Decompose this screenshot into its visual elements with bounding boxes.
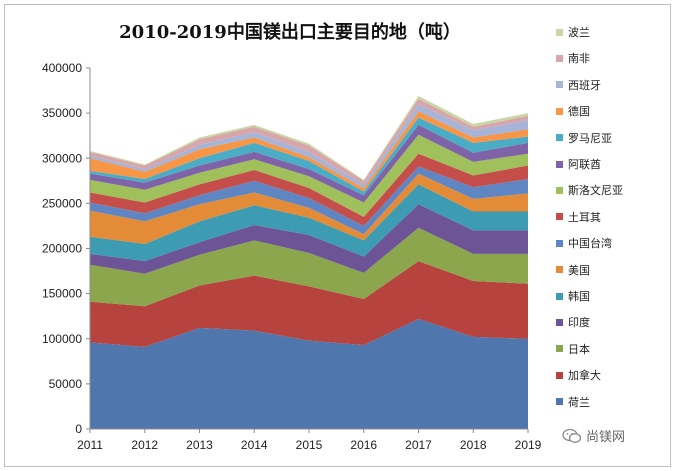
- legend-swatch: [556, 187, 563, 194]
- watermark-text: 尚镁网: [586, 426, 625, 445]
- legend-swatch: [556, 372, 563, 379]
- x-tick-label: 2013: [186, 438, 213, 452]
- x-tick-label: 2015: [296, 438, 323, 452]
- y-tick-label: 150000: [42, 287, 82, 301]
- legend-label: 加拿大: [568, 367, 601, 383]
- legend-swatch: [556, 213, 563, 220]
- legend-swatch: [556, 345, 563, 352]
- legend-item: 波兰: [556, 24, 590, 40]
- x-tick-label: 2018: [460, 438, 487, 452]
- legend-item: 土耳其: [556, 209, 601, 225]
- legend-label: 日本: [568, 341, 590, 357]
- legend-label: 印度: [568, 314, 590, 330]
- legend-label: 西班牙: [568, 77, 601, 93]
- legend-item: 阿联酋: [556, 156, 601, 172]
- legend-swatch: [556, 161, 563, 168]
- legend-swatch: [556, 240, 563, 247]
- legend-label: 韩国: [568, 288, 590, 304]
- legend-item: 印度: [556, 314, 590, 330]
- legend-item: 南非: [556, 50, 590, 66]
- legend-item: 斯洛文尼亚: [556, 182, 623, 198]
- x-tick-label: 2017: [405, 438, 432, 452]
- y-tick-label: 0: [75, 422, 82, 436]
- legend-item: 美国: [556, 262, 590, 278]
- legend-swatch: [556, 108, 563, 115]
- y-tick-label: 400000: [42, 61, 82, 75]
- legend-item: 德国: [556, 103, 590, 119]
- wechat-icon: [562, 428, 582, 444]
- x-tick-label: 2012: [131, 438, 158, 452]
- legend-label: 德国: [568, 103, 590, 119]
- legend-label: 美国: [568, 262, 590, 278]
- legend-label: 土耳其: [568, 209, 601, 225]
- legend-swatch: [556, 319, 563, 326]
- legend-swatch: [556, 81, 563, 88]
- y-tick-label: 100000: [42, 332, 82, 346]
- legend-swatch: [556, 266, 563, 273]
- y-tick-label: 300000: [42, 151, 82, 165]
- legend-item: 罗马尼亚: [556, 130, 612, 146]
- area-layer: [90, 96, 528, 429]
- watermark: 尚镁网: [562, 426, 625, 445]
- y-tick-label: 200000: [42, 242, 82, 256]
- legend-item: 加拿大: [556, 367, 601, 383]
- y-tick-label: 50000: [49, 377, 83, 391]
- legend-item: 日本: [556, 341, 590, 357]
- y-tick-label: 350000: [42, 106, 82, 120]
- legend-item: 荷兰: [556, 394, 590, 410]
- legend-swatch: [556, 293, 563, 300]
- legend-item: 西班牙: [556, 77, 601, 93]
- legend-swatch: [556, 29, 563, 36]
- legend-swatch: [556, 55, 563, 62]
- legend-swatch: [556, 134, 563, 141]
- x-tick-label: 2016: [350, 438, 377, 452]
- legend-swatch: [556, 398, 563, 405]
- legend-label: 波兰: [568, 24, 590, 40]
- legend-label: 荷兰: [568, 394, 590, 410]
- legend-item: 中国台湾: [556, 235, 612, 251]
- legend-label: 南非: [568, 50, 590, 66]
- legend-label: 阿联酋: [568, 156, 601, 172]
- y-tick-label: 250000: [42, 196, 82, 210]
- legend-label: 罗马尼亚: [568, 130, 612, 146]
- legend-label: 斯洛文尼亚: [568, 182, 623, 198]
- legend-label: 中国台湾: [568, 235, 612, 251]
- legend-item: 韩国: [556, 288, 590, 304]
- x-tick-label: 2011: [77, 438, 103, 452]
- x-tick-label: 2014: [241, 438, 268, 452]
- x-tick-label: 2019: [515, 438, 542, 452]
